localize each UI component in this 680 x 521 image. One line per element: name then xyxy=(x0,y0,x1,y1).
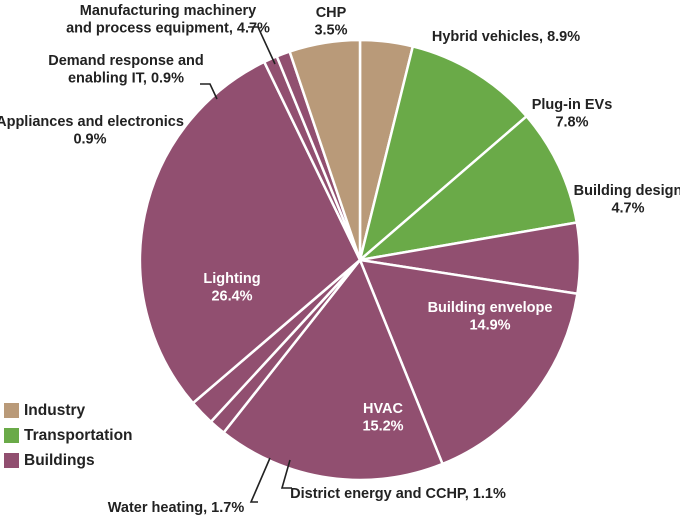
pie-slice-hvac xyxy=(222,258,444,482)
slice-label-line: Manufacturing machinery xyxy=(80,3,256,19)
slice-label-line: 14.9% xyxy=(469,317,510,333)
slice-label-plug-in-evs: Plug-in EVs 7.8% xyxy=(532,97,613,130)
leader-lines xyxy=(200,26,292,503)
legend-swatch-buildings xyxy=(4,453,19,468)
legend-item-transportation: Transportation xyxy=(4,423,133,448)
pie-slice-building-envelope xyxy=(358,258,579,466)
pie-slice-plug-in-evs xyxy=(358,115,579,262)
slice-label-line: and process equipment, 4.7% xyxy=(66,20,270,36)
slice-label-line: 7.8% xyxy=(555,114,588,130)
slice-label-line: Building design xyxy=(574,183,680,199)
legend-swatch-industry xyxy=(4,403,19,418)
slice-label-building-design: Building design 4.7% xyxy=(574,183,680,216)
legend-label-industry: Industry xyxy=(24,401,86,419)
slice-label-hybrid-vehicles: Hybrid vehicles, 8.9% xyxy=(432,29,580,45)
leader-line-water-heating xyxy=(249,457,271,503)
slice-labels: CHP 3.5% Hybrid vehicles, 8.9% Plug-in EVs 7… xyxy=(0,3,680,516)
leader-line-demand-response-and-enabling-it xyxy=(200,83,218,100)
slice-label-hvac: HVAC 15.2% xyxy=(362,401,403,434)
slice-label-building-envelope: Building envelope 14.9% xyxy=(428,300,553,333)
pie-slice-hybrid-vehicles xyxy=(358,45,528,262)
slice-label-manufacturing-machinery-and-process-equipment: Manufacturing machinery and process equip… xyxy=(66,3,270,36)
legend-item-industry: Industry xyxy=(4,398,133,423)
legend-label-buildings: Buildings xyxy=(24,451,95,469)
slice-label-line: Hybrid vehicles, 8.9% xyxy=(432,29,580,45)
legend-item-buildings: Buildings xyxy=(4,448,133,473)
slice-label-line: Water heating, 1.7% xyxy=(108,500,245,516)
slice-label-chp: CHP 3.5% xyxy=(314,5,347,38)
slice-label-line: 26.4% xyxy=(211,288,252,304)
slice-label-line: 4.7% xyxy=(611,200,644,216)
slice-label-lighting: Lighting 26.4% xyxy=(203,271,260,304)
slice-label-line: enabling IT, 0.9% xyxy=(68,70,184,86)
slice-label-line: Building envelope xyxy=(428,300,553,316)
leader-line-manufacturing-machinery-and-process-equipment xyxy=(248,26,276,65)
slice-label-line: Plug-in EVs xyxy=(532,97,613,113)
slice-label-line: Appliances and electronics xyxy=(0,114,184,130)
slice-label-line: 15.2% xyxy=(362,418,403,434)
pie-slice-manufacturing-machinery-and-process-equipment xyxy=(288,38,362,262)
slice-label-line: District energy and CCHP, 1.1% xyxy=(290,486,506,502)
slice-label-line: HVAC xyxy=(363,401,404,417)
slice-label-line: 0.9% xyxy=(73,131,106,147)
slice-label-demand-response-and-enabling-it: Demand response and enabling IT, 0.9% xyxy=(48,53,204,86)
legend-swatch-transportation xyxy=(4,428,19,443)
slice-label-appliances-and-electronics: Appliances and electronics 0.9% xyxy=(0,114,184,147)
slice-label-water-heating: Water heating, 1.7% xyxy=(108,500,245,516)
slice-label-line: Lighting xyxy=(203,271,260,287)
slice-label-line: CHP xyxy=(316,5,347,21)
pie-slices xyxy=(138,38,582,482)
slice-label-line: 3.5% xyxy=(314,22,347,38)
slice-label-line: Demand response and xyxy=(48,53,204,69)
legend-label-transportation: Transportation xyxy=(24,426,133,444)
leader-line-district-energy-and-cchp xyxy=(280,459,292,489)
slice-label-district-energy-and-cchp: District energy and CCHP, 1.1% xyxy=(290,486,506,502)
legend: Industry Transportation Buildings xyxy=(4,398,133,473)
